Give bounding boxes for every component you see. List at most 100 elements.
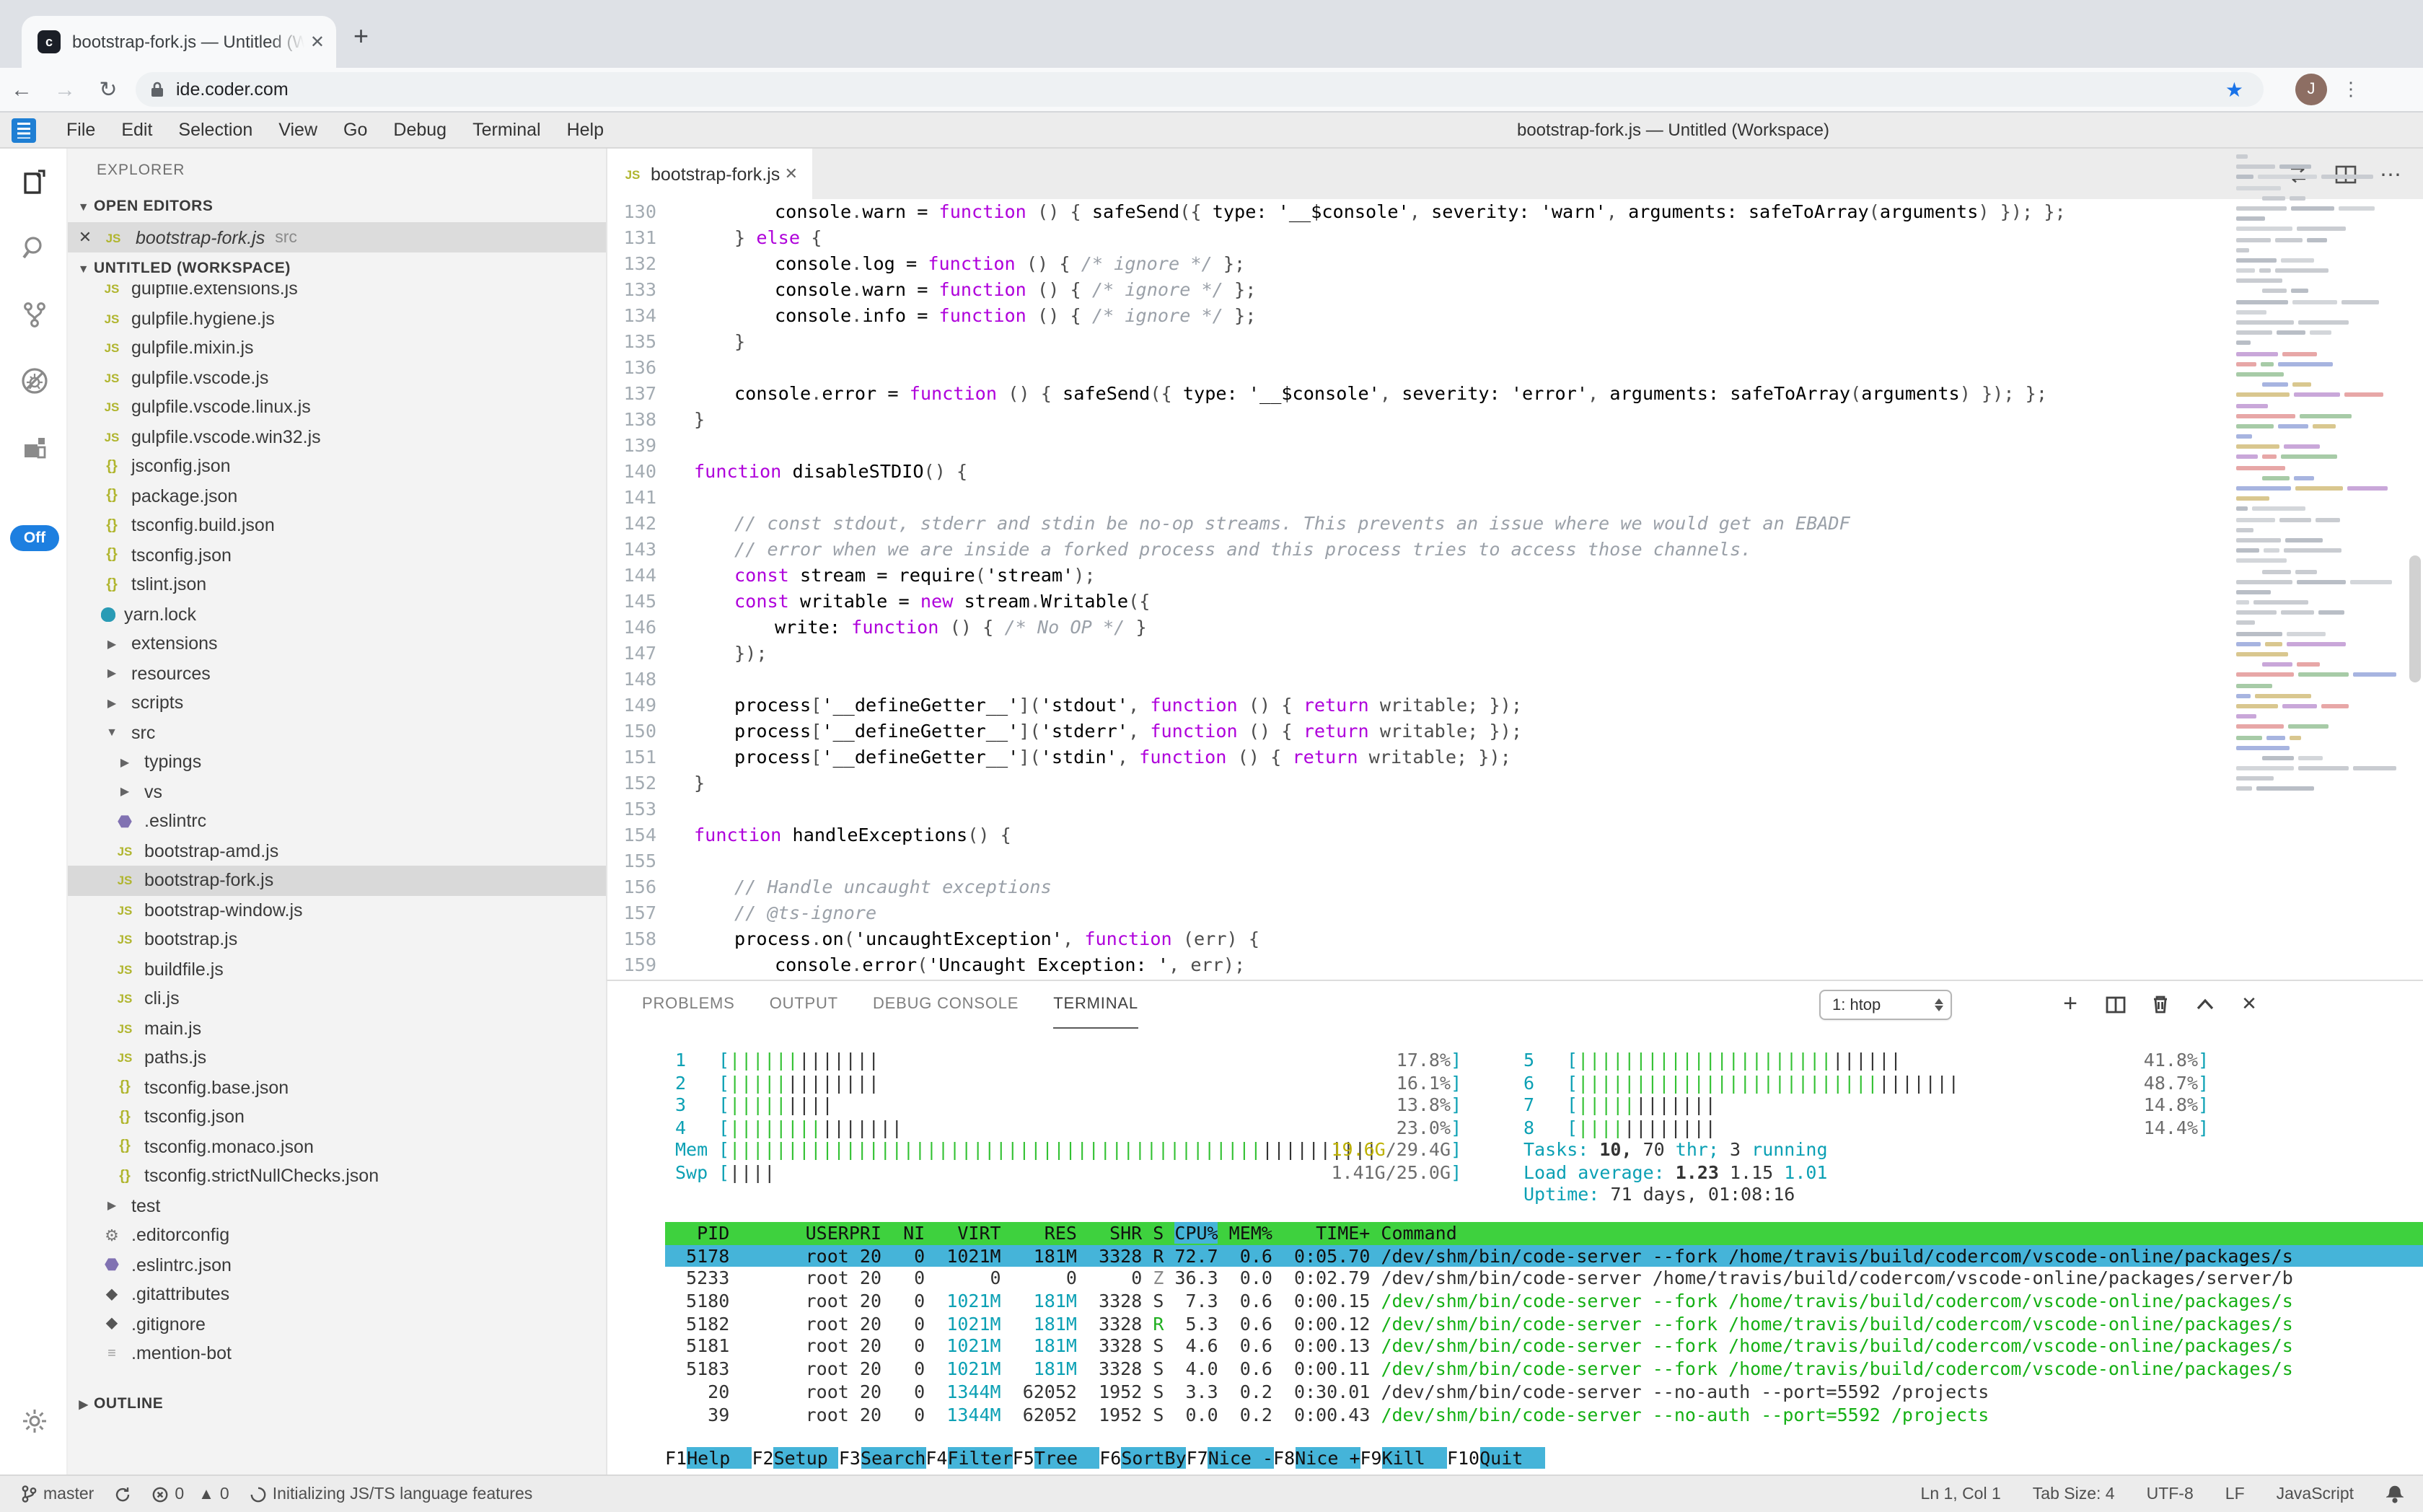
fnkey-f5[interactable]: F5Tree [1012,1447,1100,1469]
more-actions-icon[interactable]: ⋯ [2380,162,2403,187]
tree-item-.eslintrc.json[interactable]: ⬣ .eslintrc.json [68,1250,606,1280]
tree-item-.eslintrc[interactable]: ⬣ .eslintrc [68,806,606,836]
forward-icon[interactable]: → [54,77,76,102]
terminal-select[interactable]: 1: htop [1819,990,1952,1020]
tree-item-bootstrap-fork.js[interactable]: JS bootstrap-fork.js [68,866,606,895]
tree-item-gulpfile.vscode.js[interactable]: JS gulpfile.vscode.js [68,363,606,392]
tree-item-.mention-bot[interactable]: ≡ .mention-bot [68,1339,606,1368]
panel-tab-output[interactable]: OUTPUT [769,995,838,1013]
code-line-159[interactable]: 159 console.error('Uncaught Exception: ',… [623,954,1246,975]
tree-item-jsconfig.json[interactable]: {} jsconfig.json [68,452,606,481]
tree-item-gulpfile.vscode.win32.js[interactable]: JS gulpfile.vscode.win32.js [68,422,606,452]
source-control-icon[interactable] [0,281,68,348]
tree-item-vs[interactable]: ▶ vs [68,777,606,806]
status-javascript[interactable]: JavaScript [2276,1485,2354,1503]
code-line-156[interactable]: 156// Handle uncaught exceptions [623,876,1052,897]
tree-item-main.js[interactable]: JS main.js [68,1014,606,1043]
code-line-153[interactable]: 153 [623,798,657,819]
editor-scrollbar[interactable] [2409,555,2420,682]
tab-close-icon[interactable]: ✕ [309,32,325,52]
close-panel-icon[interactable]: ✕ [2241,993,2257,1014]
tree-item-tsconfig.base.json[interactable]: {} tsconfig.base.json [68,1073,606,1102]
code-line-135[interactable]: 135} [623,330,746,352]
code-line-142[interactable]: 142// const stdout, stderr and stdin be … [623,512,1850,534]
fnkey-f4[interactable]: F4Filter [925,1447,1013,1469]
code-line-140[interactable]: 140 function disableSTDIO() { [623,460,968,482]
extensions-icon[interactable] [0,414,68,480]
tree-item-tslint.json[interactable]: {} tslint.json [68,570,606,599]
tree-item-gulpfile.mixin.js[interactable]: JS gulpfile.mixin.js [68,333,606,363]
browser-menu-icon[interactable]: ⋮ [2341,78,2360,100]
off-badge[interactable]: Off [10,525,59,551]
panel-tab-debug-console[interactable]: DEBUG CONSOLE [872,995,1019,1013]
minimap[interactable] [2235,154,2397,797]
kill-terminal-icon[interactable] [2145,990,2174,1019]
code-line-155[interactable]: 155 [623,850,657,871]
status-lf[interactable]: LF [2225,1485,2245,1503]
tree-item-buildfile.js[interactable]: JS buildfile.js [68,954,606,984]
new-terminal-icon[interactable]: + [2063,990,2077,1017]
code-line-143[interactable]: 143// error when we are inside a forked … [623,538,1752,560]
search-icon[interactable] [0,215,68,281]
fnkey-f10[interactable]: F10Quit [1446,1447,1545,1469]
code-line-150[interactable]: 150 process['__defineGetter__']('stderr',… [623,720,1523,742]
fnkey-f3[interactable]: F3Search [838,1447,926,1469]
tree-item-yarn.lock[interactable]: yarn.lock [68,599,606,629]
tree-item-tsconfig.json[interactable]: {} tsconfig.json [68,1102,606,1132]
new-tab-button[interactable]: + [353,22,369,50]
tree-item-src[interactable]: ▼ src [68,718,606,747]
tree-item-package.json[interactable]: {} package.json [68,481,606,511]
code-line-131[interactable]: 131} else { [623,227,822,248]
explorer-icon[interactable] [0,149,68,215]
htop-function-keys[interactable]: F1Help F2Setup F3SearchF4FilterF5Tree F6… [665,1447,1545,1470]
code-line-157[interactable]: 157// @ts-ignore [623,902,877,923]
fnkey-f7[interactable]: F7Nice - [1186,1447,1274,1469]
code-line-141[interactable]: 141 [623,486,657,508]
menu-file[interactable]: File [66,120,96,140]
tree-item-paths.js[interactable]: JS paths.js [68,1043,606,1073]
fnkey-f9[interactable]: F9Kill [1360,1447,1447,1469]
code-line-152[interactable]: 152} [623,772,705,794]
tree-item-gulpfile.vscode.linux.js[interactable]: JS gulpfile.vscode.linux.js [68,392,606,422]
settings-gear-icon[interactable] [0,1388,68,1454]
code-line-130[interactable]: 130 console.warn = function () { safeSend… [623,201,2066,222]
tree-item-bootstrap.js[interactable]: JS bootstrap.js [68,925,606,954]
menu-terminal[interactable]: Terminal [472,120,541,140]
tree-item-resources[interactable]: ▶ resources [68,659,606,688]
code-line-137[interactable]: 137 console.error = function () { safeSen… [623,382,2048,404]
tree-item-.editorconfig[interactable]: ⚙ .editorconfig [68,1221,606,1250]
code-line-138[interactable]: 138} [623,408,705,430]
panel-tab-problems[interactable]: PROBLEMS [642,995,735,1013]
split-editor-icon[interactable] [2334,164,2357,184]
maximize-panel-icon[interactable] [2190,990,2219,1019]
tree-item-scripts[interactable]: ▶ scripts [68,688,606,718]
code-line-136[interactable]: 136 [623,356,657,378]
process-table-header[interactable]: PID USERPRI NI VIRT RES SHR S CPU% MEM% … [665,1222,2423,1245]
tree-item-tsconfig.build.json[interactable]: {} tsconfig.build.json [68,511,606,540]
debug-disabled-icon[interactable] [0,348,68,414]
tree-item-gulpfile.hygiene.js[interactable]: JS gulpfile.hygiene.js [68,304,606,333]
outline-section[interactable]: ▶ OUTLINE [68,1388,606,1420]
open-editors-section[interactable]: ▼ OPEN EDITORS [68,190,606,222]
terminal[interactable]: 1[||||||||||||| 17.8%] 2[||||||||||||| 16.1… [607,1029,2423,1474]
back-icon[interactable]: ← [11,77,32,102]
code-line-147[interactable]: 147}); [623,642,768,664]
code-line-145[interactable]: 145 const writable = new stream.Writable(… [623,590,1151,612]
tree-item-tsconfig.monaco.json[interactable]: {} tsconfig.monaco.json [68,1132,606,1161]
menu-selection[interactable]: Selection [178,120,253,140]
tree-item-test[interactable]: ▶ test [68,1191,606,1221]
code-area[interactable]: 130 console.warn = function () { safeSend… [607,199,2423,980]
code-line-134[interactable]: 134 console.info = function () { /* ignor… [623,304,1257,326]
menu-view[interactable]: View [278,120,318,140]
panel-tab-terminal[interactable]: TERMINAL [1053,981,1138,1029]
tree-item-tsconfig.json[interactable]: {} tsconfig.json [68,540,606,570]
code-line-148[interactable]: 148 [623,668,657,690]
split-terminal-icon[interactable] [2101,990,2129,1019]
address-bar[interactable]: ide.coder.com ★ [136,72,2264,107]
code-line-139[interactable]: 139 [623,434,657,456]
tree-item-.gitignore[interactable]: ◆ .gitignore [68,1309,606,1339]
fnkey-f6[interactable]: F6SortBy [1099,1447,1187,1469]
tree-item-cli.js[interactable]: JS cli.js [68,984,606,1014]
code-line-154[interactable]: 154 function handleExceptions() { [623,824,1011,845]
tree-item-bootstrap-window.js[interactable]: JS bootstrap-window.js [68,895,606,925]
